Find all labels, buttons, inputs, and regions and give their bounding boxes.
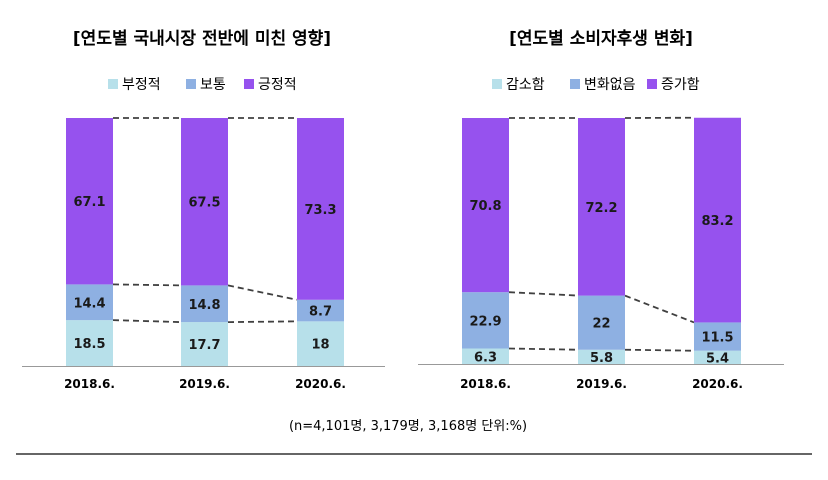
data-label: 5.8: [590, 351, 613, 366]
x-tick-label: 2020.6.: [692, 377, 743, 391]
x-axis-ticks: 2018.6. 2019.6. 2020.6.: [460, 377, 743, 391]
data-label: 18: [311, 338, 329, 353]
legend-label-decrease: 감소함: [506, 77, 545, 93]
connector-line: [113, 284, 181, 285]
data-label: 72.2: [585, 201, 617, 216]
data-label: 14.4: [73, 296, 105, 311]
data-label: 6.3: [474, 350, 497, 365]
data-label: 22.9: [469, 314, 501, 329]
legend-swatch-neutral: [186, 79, 196, 89]
data-label: 11.5: [701, 331, 733, 346]
x-tick-label: 2018.6.: [460, 377, 511, 391]
data-label: 67.1: [73, 195, 105, 210]
connector-line: [509, 349, 578, 350]
chart-domestic-market-impact: [연도별 국내시장 전반에 미친 영향] 부정적 보통 긍정적 18.5 14.4 67…: [22, 28, 385, 391]
data-label: 22: [592, 317, 610, 332]
x-axis-ticks: 2018.6. 2019.6. 2020.6.: [64, 377, 346, 391]
legend-label-positive: 긍정적: [258, 77, 297, 93]
data-label: 73.3: [304, 203, 336, 218]
legend-label-negative: 부정적: [122, 77, 161, 93]
connector-line: [113, 320, 181, 322]
x-tick-label: 2018.6.: [64, 377, 115, 391]
data-label: 18.5: [73, 337, 105, 352]
chart-legend: 부정적 보통 긍정적: [108, 77, 297, 93]
chart-title: [연도별 국내시장 전반에 미친 영향]: [73, 28, 331, 49]
data-label: 67.5: [188, 196, 220, 211]
x-tick-label: 2020.6.: [295, 377, 346, 391]
x-tick-label: 2019.6.: [576, 377, 627, 391]
data-label: 14.8: [188, 298, 220, 313]
connector-line: [228, 285, 297, 299]
sample-size-footnote: (n=4,101명, 3,179명, 3,168명 단위:%): [289, 419, 527, 434]
data-label: 17.7: [188, 338, 220, 353]
connector-line: [625, 350, 694, 351]
legend-swatch-decrease: [492, 79, 502, 89]
legend-label-no-change: 변화없음: [584, 77, 636, 93]
legend-swatch-increase: [647, 79, 657, 89]
connector-line: [509, 292, 578, 295]
data-label: 70.8: [469, 199, 501, 214]
connector-line: [625, 296, 694, 323]
data-label: 8.7: [309, 305, 332, 320]
connector-line: [228, 321, 297, 322]
legend-swatch-positive: [244, 79, 254, 89]
legend-label-neutral: 보통: [200, 77, 226, 93]
chart-title: [연도별 소비자후생 변화]: [509, 28, 693, 49]
legend-label-increase: 증가함: [661, 77, 700, 93]
x-tick-label: 2019.6.: [179, 377, 230, 391]
bar-group: 18.5 14.4 67.1 17.7 14.8 67.5 18 8.7 73.3: [66, 118, 344, 366]
legend-swatch-no-change: [570, 79, 580, 89]
legend-swatch-negative: [108, 79, 118, 89]
chart-consumer-welfare-change: [연도별 소비자후생 변화] 감소함 변화없음 증가함 6.3 22.9 70.8 5.8…: [418, 28, 784, 391]
chart-legend: 감소함 변화없음 증가함: [492, 77, 700, 93]
data-label: 83.2: [701, 214, 733, 229]
